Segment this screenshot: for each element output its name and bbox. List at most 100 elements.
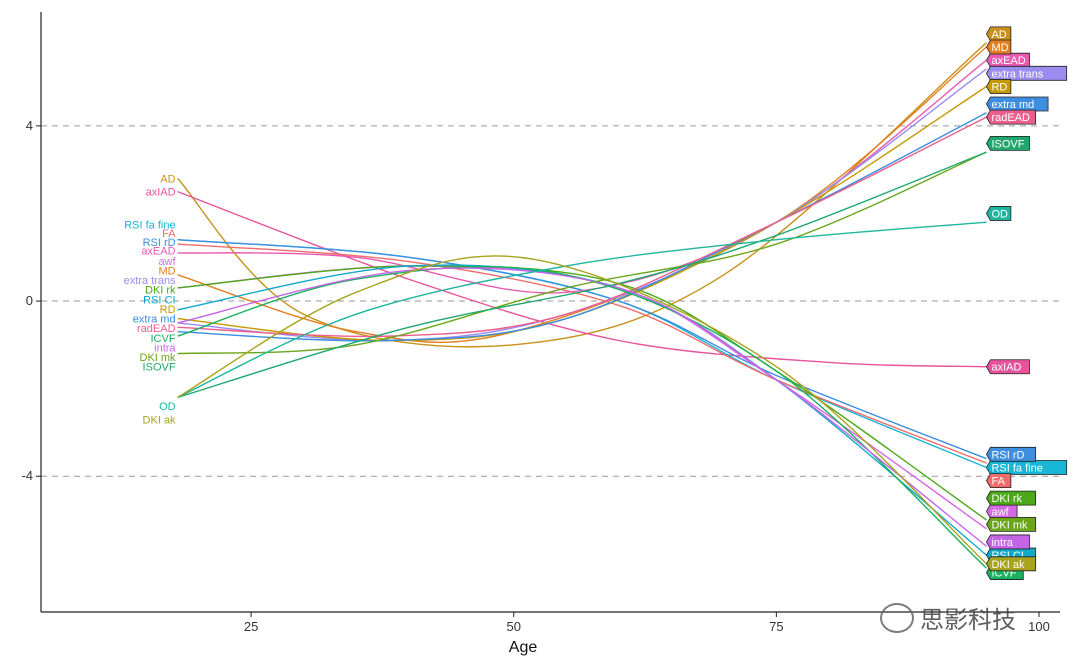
left-label-axead: axEAD [141, 246, 175, 258]
y-tick-label-0: 4 [26, 118, 33, 133]
end-tag-label-isovf: ISOVF [991, 138, 1024, 150]
end-tag-intra: intra [986, 534, 1030, 550]
left-label-rsi-rd: RSI rD [143, 237, 176, 249]
wechat-icon [880, 602, 914, 633]
end-tag-label-intra: intra [991, 537, 1013, 549]
end-tag-box-intra [986, 534, 1030, 550]
series-line-axiad [177, 190, 987, 368]
end-tag-label-rsi-rd: RSI rD [991, 449, 1024, 461]
watermark-text: 思影科技 [920, 606, 1016, 634]
end-tag-box-axead [986, 52, 1030, 68]
end-tag-box-od [986, 206, 1012, 221]
end-tag-dki-mk: DKI mk [986, 517, 1037, 532]
end-tag-label-extra-md: extra md [991, 99, 1034, 111]
end-tag-label-dki-rk: DKI rk [991, 493, 1022, 505]
end-tag-label-fa: FA [991, 476, 1005, 488]
left-label-intra: intra [154, 342, 176, 354]
series-line-extra-md [177, 112, 987, 342]
left-label-awf: awf [158, 256, 176, 268]
end-tag-box-dki-rk [986, 490, 1037, 506]
left-label-fa: FA [162, 228, 176, 240]
end-tag-rsi-fa-fine: RSI fa fine [986, 460, 1068, 475]
left-label-extra-md: extra md [133, 314, 176, 326]
series-line-intra [177, 267, 987, 547]
left-label-dki-rk: DKI rk [145, 285, 176, 297]
end-tag-isovf: ISOVF [986, 135, 1030, 151]
series-line-dki-rk [177, 265, 987, 521]
y-tick-label-2: -4 [21, 468, 33, 483]
left-label-md: MD [158, 265, 175, 277]
left-label-isovf: ISOVF [143, 362, 176, 374]
end-tag-ad: AD [986, 26, 1012, 42]
x-tick-label-2: 75 [769, 619, 783, 634]
end-tag-label-radead: radEAD [991, 112, 1030, 124]
end-tag-box-fa [986, 473, 1012, 489]
end-tag-dki-ak: DKI ak [986, 556, 1037, 572]
left-label-dki-ak: DKI ak [143, 414, 177, 426]
end-tag-box-isovf [986, 135, 1030, 151]
end-tag-label-od: OD [991, 208, 1008, 220]
end-tag-axead: axEAD [986, 52, 1030, 68]
left-label-axiad: axIAD [146, 187, 176, 199]
end-tag-box-extra-md [986, 96, 1049, 112]
left-label-radead: radEAD [137, 323, 176, 335]
axis-ticks: 4 0 -4 25 50 75 100 [21, 118, 1049, 634]
left-label-icvf: ICVF [151, 333, 176, 345]
series-line-axead [177, 59, 987, 294]
end-tag-box-axiad [986, 359, 1030, 375]
end-tag-label-dki-ak: DKI ak [991, 559, 1025, 571]
series-line-rsi-rd [177, 239, 987, 460]
left-label-od: OD [159, 401, 176, 413]
end-tag-box-extra-trans [986, 65, 1068, 81]
end-tag-box-rsi-rd [986, 446, 1037, 462]
end-tag-label-axiad: axIAD [991, 362, 1021, 374]
series-line-rd [177, 85, 987, 342]
series-line-dki-mk [177, 151, 987, 355]
series-line-md [177, 46, 987, 344]
end-tag-box-rsi-fa-fine [986, 460, 1068, 475]
end-tag-extra-md: extra md [986, 96, 1049, 112]
end-tag-label-dki-mk: DKI mk [991, 519, 1028, 531]
end-tag-md: MD [986, 39, 1012, 55]
series-line-awf [177, 265, 987, 530]
end-tag-rd: RD [986, 79, 1012, 94]
watermark: 思影科技 [880, 600, 1016, 635]
end-tag-box-dki-ak [986, 556, 1037, 572]
end-tag-label-awf: awf [991, 506, 1009, 518]
end-tag-label-ad: AD [991, 29, 1006, 41]
end-tag-axiad: axIAD [986, 359, 1030, 375]
end-tag-label-rsi-fa-fine: RSI fa fine [991, 462, 1042, 474]
series-line-fa [177, 243, 987, 464]
x-axis-title: Age [509, 639, 538, 656]
left-label-rsi-ci: RSI CI [143, 294, 175, 306]
left-label-dki-mk: DKI mk [140, 352, 177, 364]
x-tick-label-3: 100 [1028, 619, 1050, 634]
grid-lines [41, 125, 1060, 477]
end-tag-awf: awf [986, 503, 1018, 519]
end-tag-fa: FA [986, 473, 1012, 489]
end-tag-label-md: MD [991, 42, 1008, 54]
y-tick-label-1: 0 [26, 293, 33, 308]
series-lines [177, 42, 987, 569]
left-label-rd: RD [160, 304, 176, 316]
series-line-extra-trans [177, 68, 987, 342]
series-line-radead [177, 116, 987, 338]
end-tag-label-extra-trans: extra trans [991, 68, 1043, 80]
end-tag-box-radead [986, 109, 1037, 125]
end-tag-extra-trans: extra trans [986, 65, 1068, 81]
end-tag-label-axead: axEAD [991, 55, 1025, 67]
end-tag-dki-rk: DKI rk [986, 490, 1037, 506]
end-tag-radead: radEAD [986, 109, 1037, 125]
end-tag-box-md [986, 39, 1012, 55]
end-tag-rsi-rd: RSI rD [986, 446, 1037, 462]
end-tag-label-rd: RD [991, 81, 1007, 93]
left-label-extra-trans: extra trans [124, 275, 176, 287]
left-label-ad: AD [160, 173, 175, 185]
end-tag-box-ad [986, 26, 1012, 42]
end-tag-box-rd [986, 79, 1012, 94]
right-end-tags: AD axIAD RSI fa fine FA RSI rD axEAD awf MD extr… [986, 26, 1068, 580]
end-tag-box-awf [986, 503, 1018, 519]
end-tag-od: OD [986, 206, 1012, 221]
